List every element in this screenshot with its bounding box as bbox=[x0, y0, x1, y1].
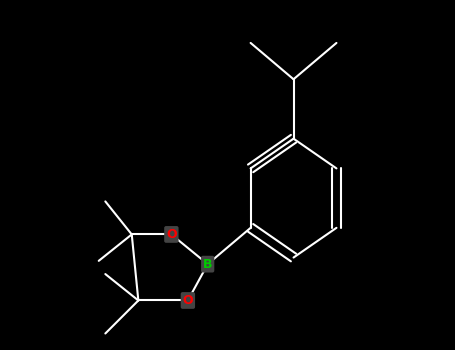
Text: O: O bbox=[182, 294, 193, 307]
Text: B: B bbox=[203, 258, 212, 271]
Text: O: O bbox=[166, 228, 177, 241]
